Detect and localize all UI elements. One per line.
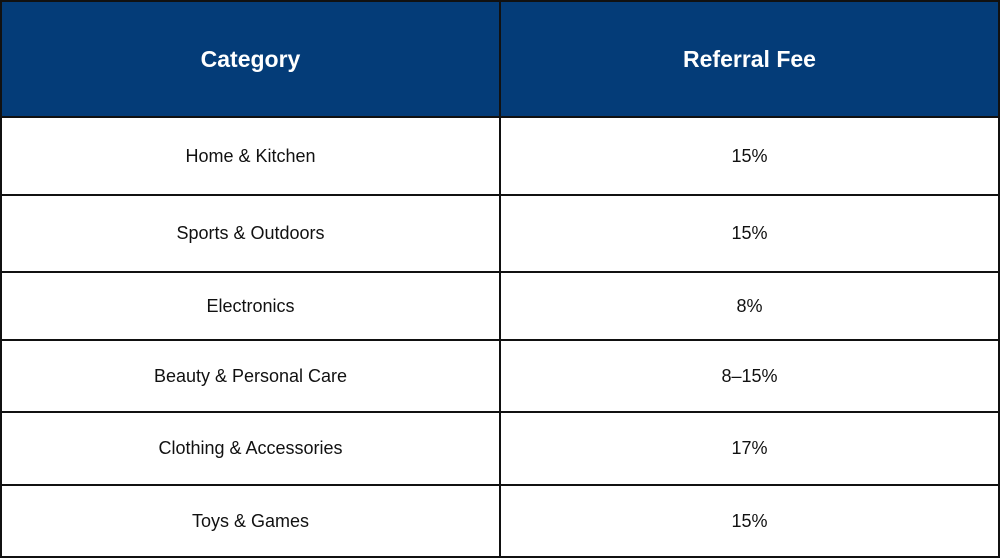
fee-cell: 8–15% <box>499 341 998 411</box>
table-row: Beauty & Personal Care 8–15% <box>2 341 998 413</box>
fee-cell: 15% <box>499 196 998 271</box>
header-referral-fee: Referral Fee <box>499 2 998 116</box>
fee-cell: 15% <box>499 486 998 556</box>
fee-cell: 15% <box>499 118 998 194</box>
table-row: Clothing & Accessories 17% <box>2 413 998 486</box>
header-category: Category <box>200 45 301 72</box>
table-row: Electronics 8% <box>2 273 998 341</box>
table-row: Toys & Games 15% <box>2 486 998 556</box>
fee-cell: 8% <box>499 273 998 339</box>
category-cell: Sports & Outdoors <box>176 223 325 243</box>
category-cell: Beauty & Personal Care <box>153 365 348 386</box>
category-cell: Toys & Games <box>191 510 310 531</box>
fee-cell: 17% <box>499 413 998 484</box>
table-row: Sports & Outdoors 15% <box>2 196 998 273</box>
category-cell: Electronics <box>206 295 295 316</box>
category-cell: Home & Kitchen <box>185 145 316 166</box>
category-cell: Clothing & Accessories <box>158 438 343 458</box>
table-header-row: Category Referral Fee <box>2 2 998 118</box>
table-row: Home & Kitchen 15% <box>2 118 998 196</box>
